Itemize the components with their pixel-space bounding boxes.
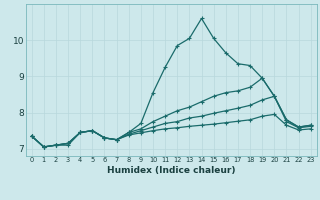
- X-axis label: Humidex (Indice chaleur): Humidex (Indice chaleur): [107, 166, 236, 175]
